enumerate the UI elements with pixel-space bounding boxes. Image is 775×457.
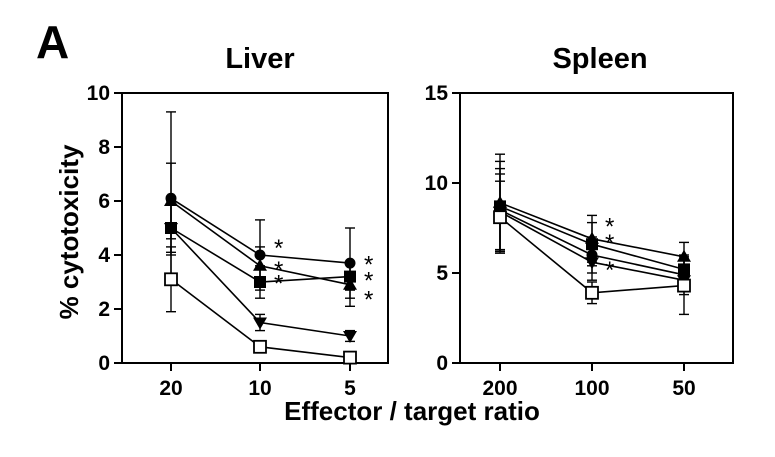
spleen-xtick-label: 200 bbox=[482, 377, 517, 400]
liver-ytick-label: 2 bbox=[98, 298, 110, 321]
spleen-point bbox=[585, 285, 599, 300]
liver-significance-star: * bbox=[274, 235, 283, 262]
liver-ytick-label: 10 bbox=[87, 82, 110, 105]
spleen-ytick-label: 0 bbox=[436, 352, 448, 375]
liver-point bbox=[253, 339, 267, 354]
x-axis-label: Effector / target ratio bbox=[284, 396, 540, 426]
liver-point bbox=[253, 258, 267, 271]
liver-point bbox=[253, 317, 267, 330]
liver-xtick-label: 20 bbox=[159, 377, 182, 400]
liver-point bbox=[164, 223, 178, 235]
liver-ytick-label: 4 bbox=[98, 244, 110, 267]
spleen-xtick-label: 100 bbox=[574, 377, 609, 400]
liver-plot-frame bbox=[121, 92, 389, 364]
spleen-xtick-label: 50 bbox=[672, 377, 695, 400]
spleen-title: Spleen bbox=[552, 43, 647, 75]
liver-significance-star: * bbox=[364, 251, 373, 278]
liver-point bbox=[343, 331, 357, 343]
spleen-significance-star: * bbox=[605, 257, 614, 284]
liver-ytick-label: 0 bbox=[98, 352, 110, 375]
liver-ytick-label: 8 bbox=[98, 136, 110, 159]
liver-significance-star: * bbox=[274, 257, 283, 284]
y-axis-label: % cytotoxicity bbox=[54, 144, 84, 319]
liver-point bbox=[254, 276, 266, 288]
liver-xtick-label: 5 bbox=[344, 377, 356, 400]
liver-point bbox=[344, 270, 356, 283]
spleen-point bbox=[677, 278, 691, 293]
liver-title: Liver bbox=[225, 43, 294, 75]
spleen-significance-star: * bbox=[605, 230, 614, 257]
spleen-point bbox=[585, 257, 599, 270]
spleen-ytick-label: 10 bbox=[425, 172, 448, 195]
liver-point bbox=[343, 350, 357, 365]
liver-ytick-label: 6 bbox=[98, 190, 110, 213]
spleen-ytick-label: 15 bbox=[425, 82, 449, 105]
spleen-ytick-label: 5 bbox=[436, 262, 448, 285]
spleen-point bbox=[493, 210, 507, 225]
liver-xtick-label: 10 bbox=[248, 377, 271, 400]
spleen-plot-frame bbox=[459, 92, 734, 364]
panel-label: A bbox=[36, 16, 69, 68]
liver-significance-star: * bbox=[274, 270, 283, 297]
spleen-significance-star: * bbox=[605, 214, 614, 241]
liver-significance-star: * bbox=[364, 268, 373, 295]
liver-point bbox=[164, 272, 178, 287]
liver-significance-star: * bbox=[364, 287, 373, 314]
